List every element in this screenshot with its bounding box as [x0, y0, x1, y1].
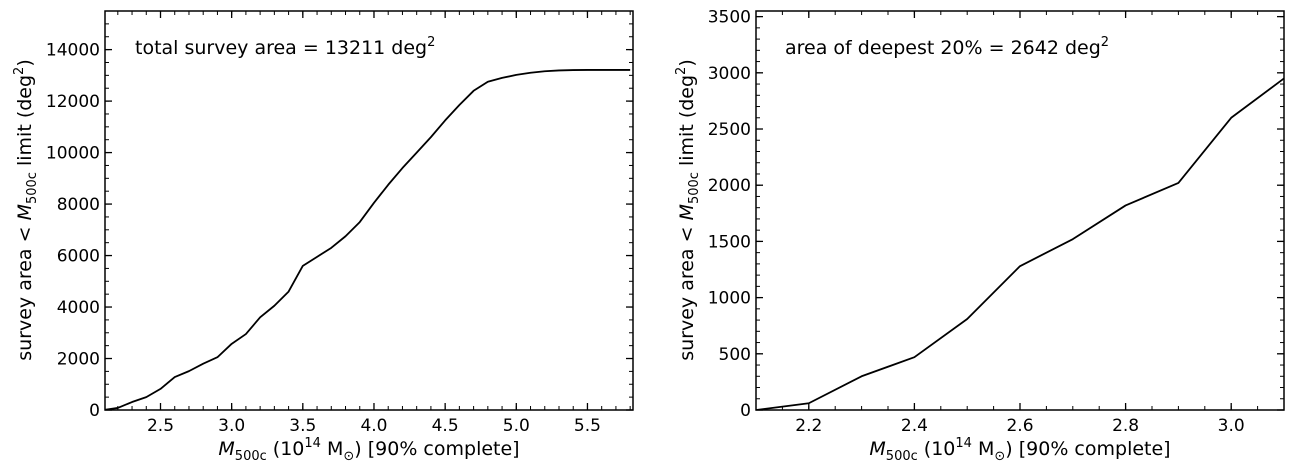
right-tick-labels: 2.2 2.4 2.6 2.8 3.0 0 500 1000 1500 2000 2500 3000 3…	[708, 8, 1245, 436]
x-tick-label: 5.5	[574, 416, 601, 436]
x-tick-label: 4.5	[432, 416, 459, 436]
y-tick-label: 12000	[46, 92, 100, 112]
x-tick-label: 2.6	[1006, 416, 1033, 436]
x-tick-label: 2.8	[1112, 416, 1139, 436]
series-line	[105, 69, 631, 410]
x-tick-label: 4.0	[360, 416, 387, 436]
y-tick-label: 2500	[708, 120, 751, 140]
right-panel: 2.2 2.4 2.6 2.8 3.0 0 500 1000 1500 2000 2500 3000 3…	[674, 8, 1285, 461]
left-annotation: total survey area = 13211 deg2	[135, 35, 435, 59]
right-plot-frame	[755, 10, 1285, 411]
right-ticks	[755, 11, 1285, 411]
y-tick-label: 1500	[708, 232, 751, 252]
x-tick-label: 3.0	[1218, 416, 1245, 436]
y-tick-label: 14000	[46, 41, 100, 61]
y-tick-label: 0	[740, 401, 751, 421]
right-y-axis-label: survey area < M500c limit (deg2)	[674, 59, 702, 361]
x-tick-label: 2.2	[795, 416, 822, 436]
left-y-axis-label: survey area < M500c limit (deg2)	[12, 59, 40, 361]
left-x-axis-label: M500c (1014 M⊙) [90% complete]	[218, 436, 519, 461]
right-annotation: area of deepest 20% = 2642 deg2	[785, 35, 1109, 59]
left-tick-labels: 2.5 3.0 3.5 4.0 4.5 5.0 5.5 0 2000 4000 6000 8000 10…	[46, 41, 601, 436]
y-tick-label: 2000	[57, 350, 100, 370]
y-tick-label: 1000	[708, 289, 751, 309]
right-x-axis-label: M500c (1014 M⊙) [90% complete]	[869, 436, 1170, 461]
x-tick-label: 3.0	[218, 416, 245, 436]
x-tick-label: 5.0	[503, 416, 530, 436]
y-tick-label: 2000	[708, 176, 751, 196]
x-tick-label: 3.5	[289, 416, 316, 436]
y-tick-label: 3000	[708, 64, 751, 84]
y-tick-label: 10000	[46, 144, 100, 164]
left-series	[105, 69, 631, 410]
y-tick-label: 8000	[57, 195, 100, 215]
x-tick-label: 2.4	[901, 416, 928, 436]
x-tick-label: 2.5	[147, 416, 174, 436]
series-line	[756, 77, 1284, 410]
y-tick-label: 4000	[57, 298, 100, 318]
left-panel: 2.5 3.0 3.5 4.0 4.5 5.0 5.5 0 2000 4000 6000 8000 10…	[12, 10, 634, 461]
y-tick-label: 500	[719, 345, 751, 365]
right-series	[756, 77, 1284, 410]
y-tick-label: 0	[89, 401, 100, 421]
left-plot-frame	[104, 10, 634, 411]
y-tick-label: 6000	[57, 247, 100, 267]
y-tick-label: 3500	[708, 8, 751, 28]
